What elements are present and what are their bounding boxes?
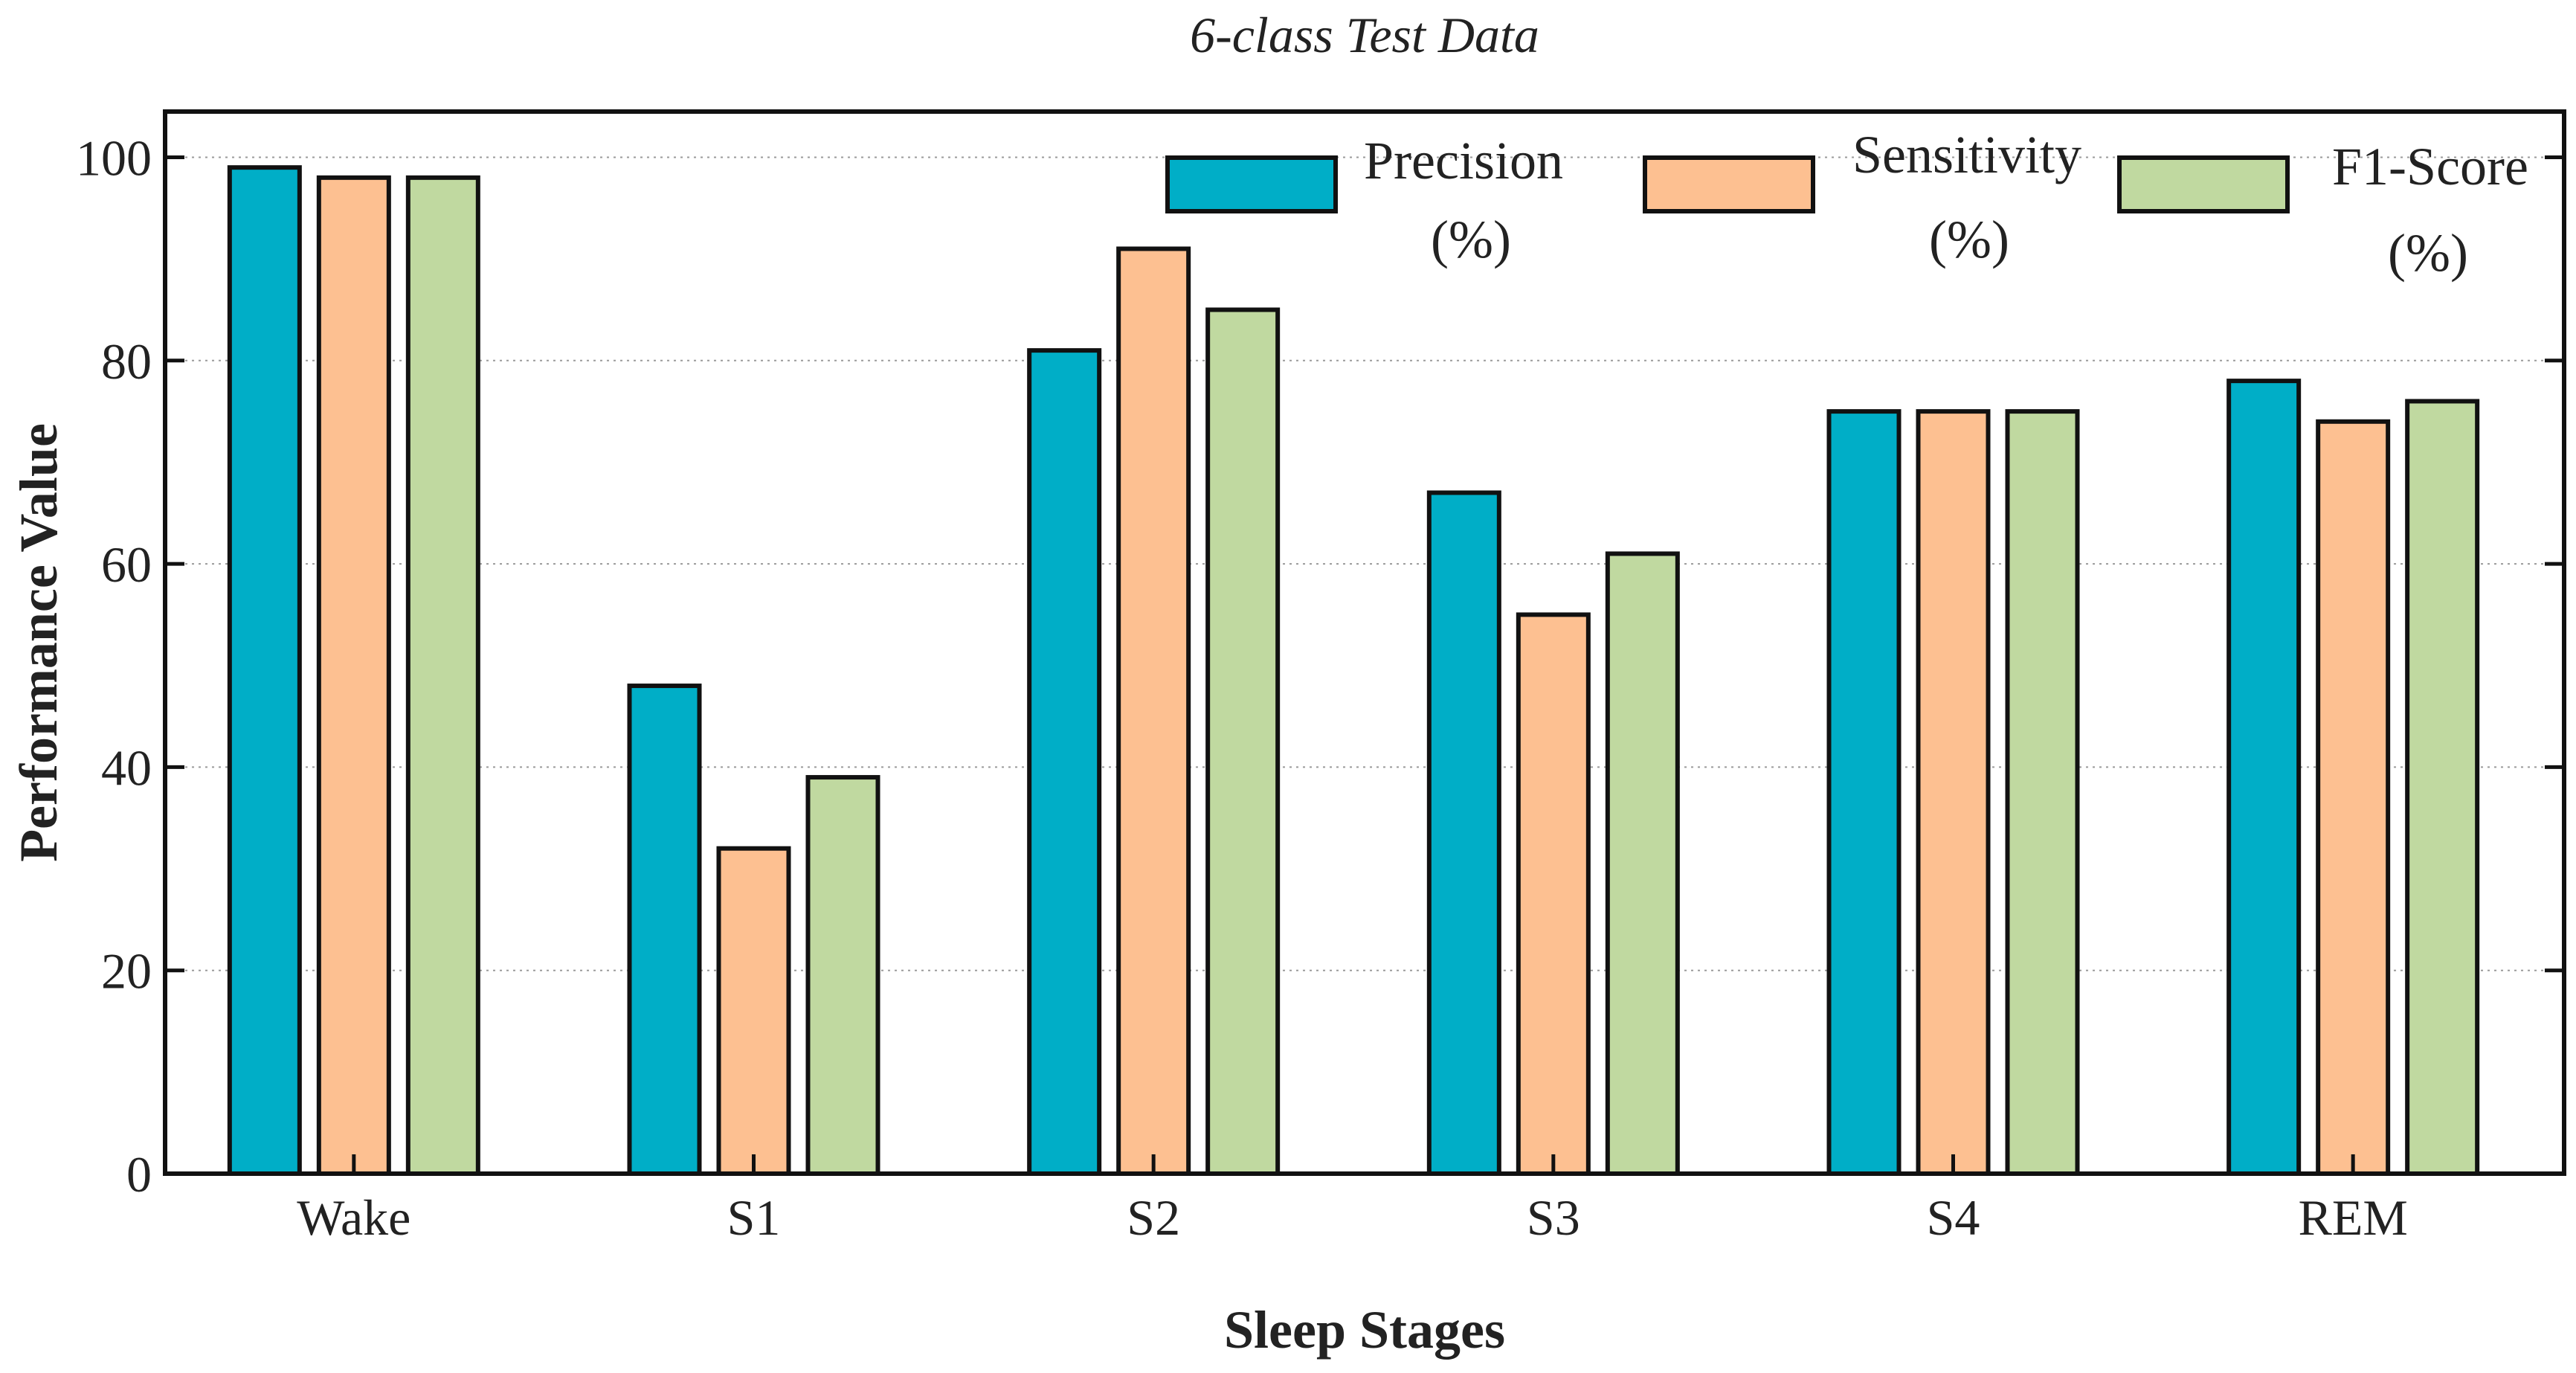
bar-wake-sensitivity	[316, 175, 391, 1176]
legend-swatch-precision	[1165, 155, 1338, 213]
y-tick-label: 0	[126, 1146, 152, 1203]
axis-ticks: 0 20 40 60 80 100 Wake S1 S2 S3 S4 REM	[76, 129, 2564, 1246]
x-axis-label: Sleep Stages	[1224, 1300, 1505, 1360]
legend-label-sensitivity: Sensitivity	[1852, 125, 2081, 184]
legend-unit-sensitivity: (%)	[1929, 210, 2009, 269]
bar-rem-f1-score	[2405, 399, 2480, 1176]
bar-s4-sensitivity	[1916, 409, 1991, 1176]
y-tick-label: 60	[101, 536, 152, 593]
legend-unit-f1-score: (%)	[2388, 223, 2468, 283]
bar-s1-sensitivity	[716, 846, 791, 1176]
x-tick-label-s2: S2	[1127, 1189, 1180, 1246]
bar-s1-precision	[627, 684, 702, 1176]
bar-wake-f1-score	[405, 175, 480, 1176]
legend-label-precision: Precision	[1364, 131, 1563, 190]
bar-s3-sensitivity	[1516, 612, 1591, 1176]
bar-s3-f1-score	[1605, 551, 1680, 1176]
bar-s4-f1-score	[2005, 409, 2080, 1176]
bar-s2-sensitivity	[1116, 246, 1191, 1176]
bar-wake-precision	[227, 165, 302, 1177]
bar-s1-f1-score	[805, 775, 880, 1177]
legend: Precision (%) Sensitivity (%) F1-Score (…	[1165, 125, 2528, 283]
bar-s4-precision	[1826, 409, 1902, 1176]
x-tick-label-s4: S4	[1927, 1189, 1980, 1246]
x-tick-label-s1: S1	[727, 1189, 781, 1246]
plot-frame	[163, 109, 2566, 1176]
y-tick-label: 100	[76, 129, 152, 186]
bar-s3-precision	[1426, 490, 1501, 1176]
legend-swatch-sensitivity	[1643, 155, 1815, 213]
y-tick-label: 20	[101, 943, 152, 1000]
x-tick-label-s3: S3	[1527, 1189, 1580, 1246]
legend-unit-precision: (%)	[1431, 210, 1511, 269]
bars	[227, 165, 2480, 1177]
gridlines	[165, 156, 2564, 971]
y-tick-label: 40	[101, 739, 152, 796]
x-tick-label-rem: REM	[2298, 1189, 2407, 1246]
chart-title: 6-class Test Data	[1190, 7, 1539, 63]
y-axis-label: Performance Value	[9, 423, 68, 862]
bar-rem-precision	[2226, 379, 2302, 1176]
legend-swatch-f1-score	[2117, 155, 2290, 213]
bar-rem-sensitivity	[2316, 419, 2391, 1176]
y-tick-label: 80	[101, 333, 152, 390]
bar-s2-f1-score	[1205, 307, 1281, 1177]
legend-label-f1-score: F1-Score	[2332, 137, 2528, 196]
bar-s2-precision	[1027, 348, 1102, 1177]
x-tick-label-wake: Wake	[297, 1189, 410, 1246]
